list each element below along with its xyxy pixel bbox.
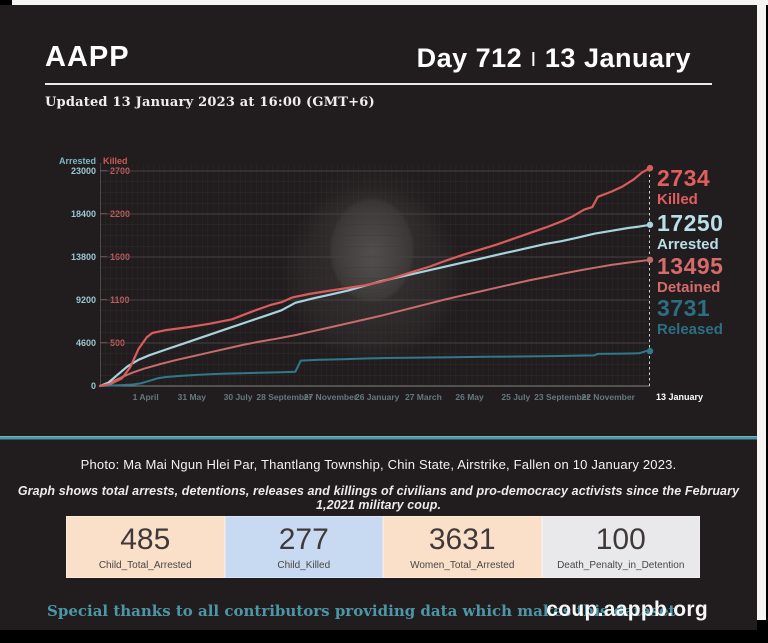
series-label-killed: 2734 Killed [657, 165, 711, 208]
stat-label: Death_Penalty_in_Detention [557, 560, 685, 571]
brand-title: AAPP [45, 41, 130, 73]
main-panel: AAPP Day 712 | 13 January Updated 13 Janua… [0, 5, 757, 630]
photo-caption: Photo: Ma Mai Ngun Hlei Par, Thantlang T… [80, 457, 677, 472]
arrested-tick: 0 [90, 381, 96, 391]
series-end-dot-detained [646, 256, 654, 264]
series-final-value: 13495 [657, 253, 724, 279]
x-tick: 28 September [256, 392, 313, 402]
chart-canvas [98, 163, 654, 388]
series-end-dot-arrested [646, 221, 654, 228]
stat-value: 100 [595, 523, 646, 556]
date-label: 13 January [544, 43, 691, 73]
stat-label: Child_Killed [277, 560, 331, 571]
stat-box-death_penalty_in_detention: 100 Death_Penalty_in_Detention [541, 516, 700, 578]
series-end-dot-released [646, 347, 654, 355]
website-url: coup.aappb.org [546, 598, 708, 621]
stat-box-women_total_arrested: 3631 Women_Total_Arrested [383, 516, 542, 578]
thanks-note: Special thanks to all contributors provi… [47, 602, 681, 620]
arrested-tick: 13800 [70, 252, 96, 262]
updated-timestamp: Updated 13 January 2023 at 16:00 (GMT+6) [45, 95, 375, 110]
stat-label: Women_Total_Arrested [410, 560, 515, 571]
day-label: Day 712 [416, 43, 523, 73]
stat-box-child_total_arrested: 485 Child_Total_Arrested [66, 516, 225, 578]
stat-value: 485 [120, 523, 171, 556]
x-tick: 27 March [404, 392, 442, 402]
line-chart-plot [98, 155, 654, 393]
header-rule [45, 83, 712, 85]
series-final-value: 3731 [657, 295, 711, 321]
series-name: Killed [657, 191, 698, 208]
stat-box-child_killed: 277 Child_Killed [224, 516, 383, 578]
teal-divider [0, 436, 757, 440]
x-tick: 25 July [501, 392, 531, 402]
x-tick: 1 April [132, 392, 159, 402]
series-final-value: 2734 [657, 165, 711, 191]
stat-boxes-row: 485 Child_Total_Arrested 277 Child_Killed 36… [66, 516, 700, 578]
x-tick: 30 July [223, 392, 253, 402]
series-line-released [99, 350, 651, 387]
stat-value: 277 [278, 523, 329, 556]
separator-bar: | [531, 50, 536, 67]
left-axis-title: Arrested [58, 156, 96, 166]
series-name: Detained [657, 279, 721, 296]
x-tick: 22 November [581, 392, 635, 402]
x-tick: 23 September [534, 392, 590, 402]
x-tick: 26 May [455, 392, 484, 402]
series-end-labels: 2734 Killed 17250 Arrested 13495 Detained 3731… [657, 155, 761, 365]
paper-edge-right [757, 2, 766, 620]
series-name: Arrested [657, 236, 719, 253]
chart-description: Graph shows total arrests, detentions, r… [17, 484, 740, 512]
x-tick-current: 13 January [656, 392, 704, 402]
x-tick: 26 January [354, 392, 400, 402]
day-counter: Day 712 | 13 January [417, 43, 691, 74]
x-axis-labels: 1 April 31 May 30 July 28 September 27 Novem… [100, 392, 703, 405]
series-end-dot-killed [646, 164, 654, 172]
x-tick: 31 May [177, 392, 207, 402]
series-label-detained: 13495 Detained [657, 253, 724, 296]
series-name: Released [657, 321, 723, 338]
series-final-value: 17250 [657, 210, 724, 236]
arrested-tick: 23000 [70, 166, 96, 176]
arrested-tick: 9200 [75, 295, 96, 305]
right-axis-title: Killed [103, 156, 128, 166]
x-tick: 27 November [303, 392, 358, 402]
arrested-tick: 18400 [70, 209, 96, 219]
series-line-detained [99, 258, 651, 387]
stat-value: 3631 [428, 523, 496, 556]
series-label-released: 3731 Released [657, 295, 723, 338]
series-line-killed [98, 167, 652, 388]
paper-edge-top [12, 0, 768, 5]
series-label-arrested: 17250 Arrested [657, 210, 724, 253]
arrested-tick: 4600 [75, 338, 96, 348]
stat-label: Child_Total_Arrested [98, 560, 192, 571]
